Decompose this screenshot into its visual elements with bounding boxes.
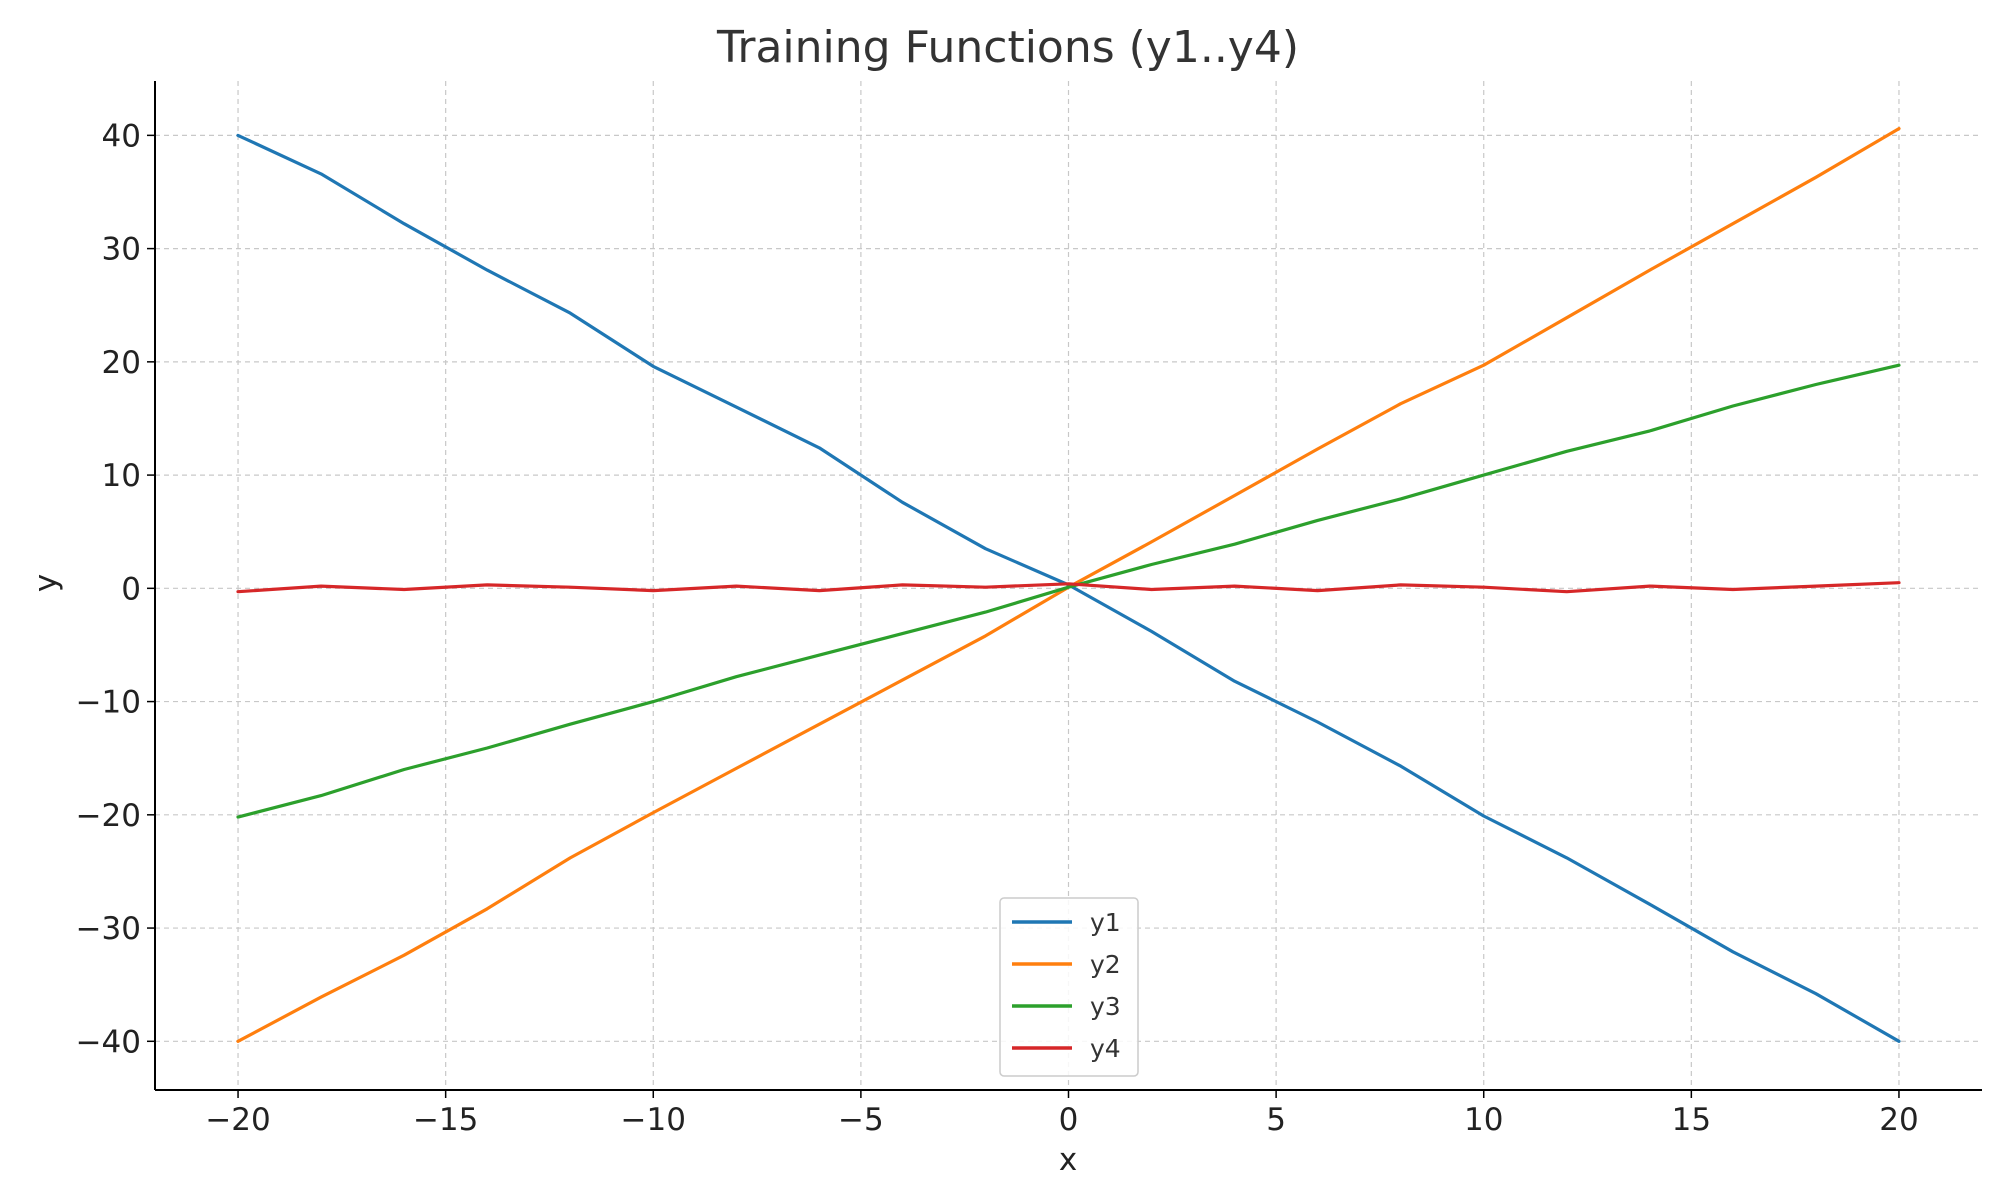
- y-tick-label: −30: [76, 911, 141, 947]
- y-tick-label: 0: [121, 571, 141, 607]
- x-tick-label: 15: [1672, 1102, 1711, 1138]
- x-tick-label: −5: [838, 1102, 884, 1138]
- y-tick-label: 20: [102, 345, 141, 381]
- series-layer: [236, 127, 1901, 1043]
- series-line-y3: [236, 363, 1901, 819]
- x-tick-label: −20: [205, 1102, 270, 1138]
- x-tick-label: 5: [1266, 1102, 1286, 1138]
- y-axis-label: y: [28, 574, 64, 592]
- legend-frame: [999, 897, 1139, 1077]
- series-line-y4: [236, 581, 1901, 594]
- y-ticks: −40 −30 −20 −10 0 10 20 30 40: [76, 118, 155, 1060]
- x-tick-label: −15: [413, 1102, 478, 1138]
- chart-title: Training Functions (y1..y4): [716, 22, 1299, 73]
- x-tick-label: 0: [1059, 1102, 1079, 1138]
- legend-label-y3: y3: [1090, 992, 1121, 1021]
- y-tick-label: 10: [102, 458, 141, 494]
- legend: y1 y2 y3 y4: [999, 897, 1139, 1077]
- y-tick-label: 30: [102, 232, 141, 268]
- legend-label-y2: y2: [1090, 950, 1121, 979]
- x-tick-label: −10: [621, 1102, 686, 1138]
- y-tick-label: −40: [76, 1024, 141, 1060]
- x-ticks: −20 −15 −10 −5 0 5 10 15 20: [205, 1090, 1919, 1138]
- x-tick-label: 10: [1464, 1102, 1503, 1138]
- y-tick-label: 40: [102, 118, 141, 154]
- x-tick-label: 20: [1879, 1102, 1918, 1138]
- x-axis-label: x: [1059, 1142, 1077, 1178]
- legend-label-y4: y4: [1090, 1034, 1121, 1063]
- y-tick-label: −10: [76, 685, 141, 721]
- legend-label-y1: y1: [1090, 908, 1121, 937]
- y-tick-label: −20: [76, 798, 141, 834]
